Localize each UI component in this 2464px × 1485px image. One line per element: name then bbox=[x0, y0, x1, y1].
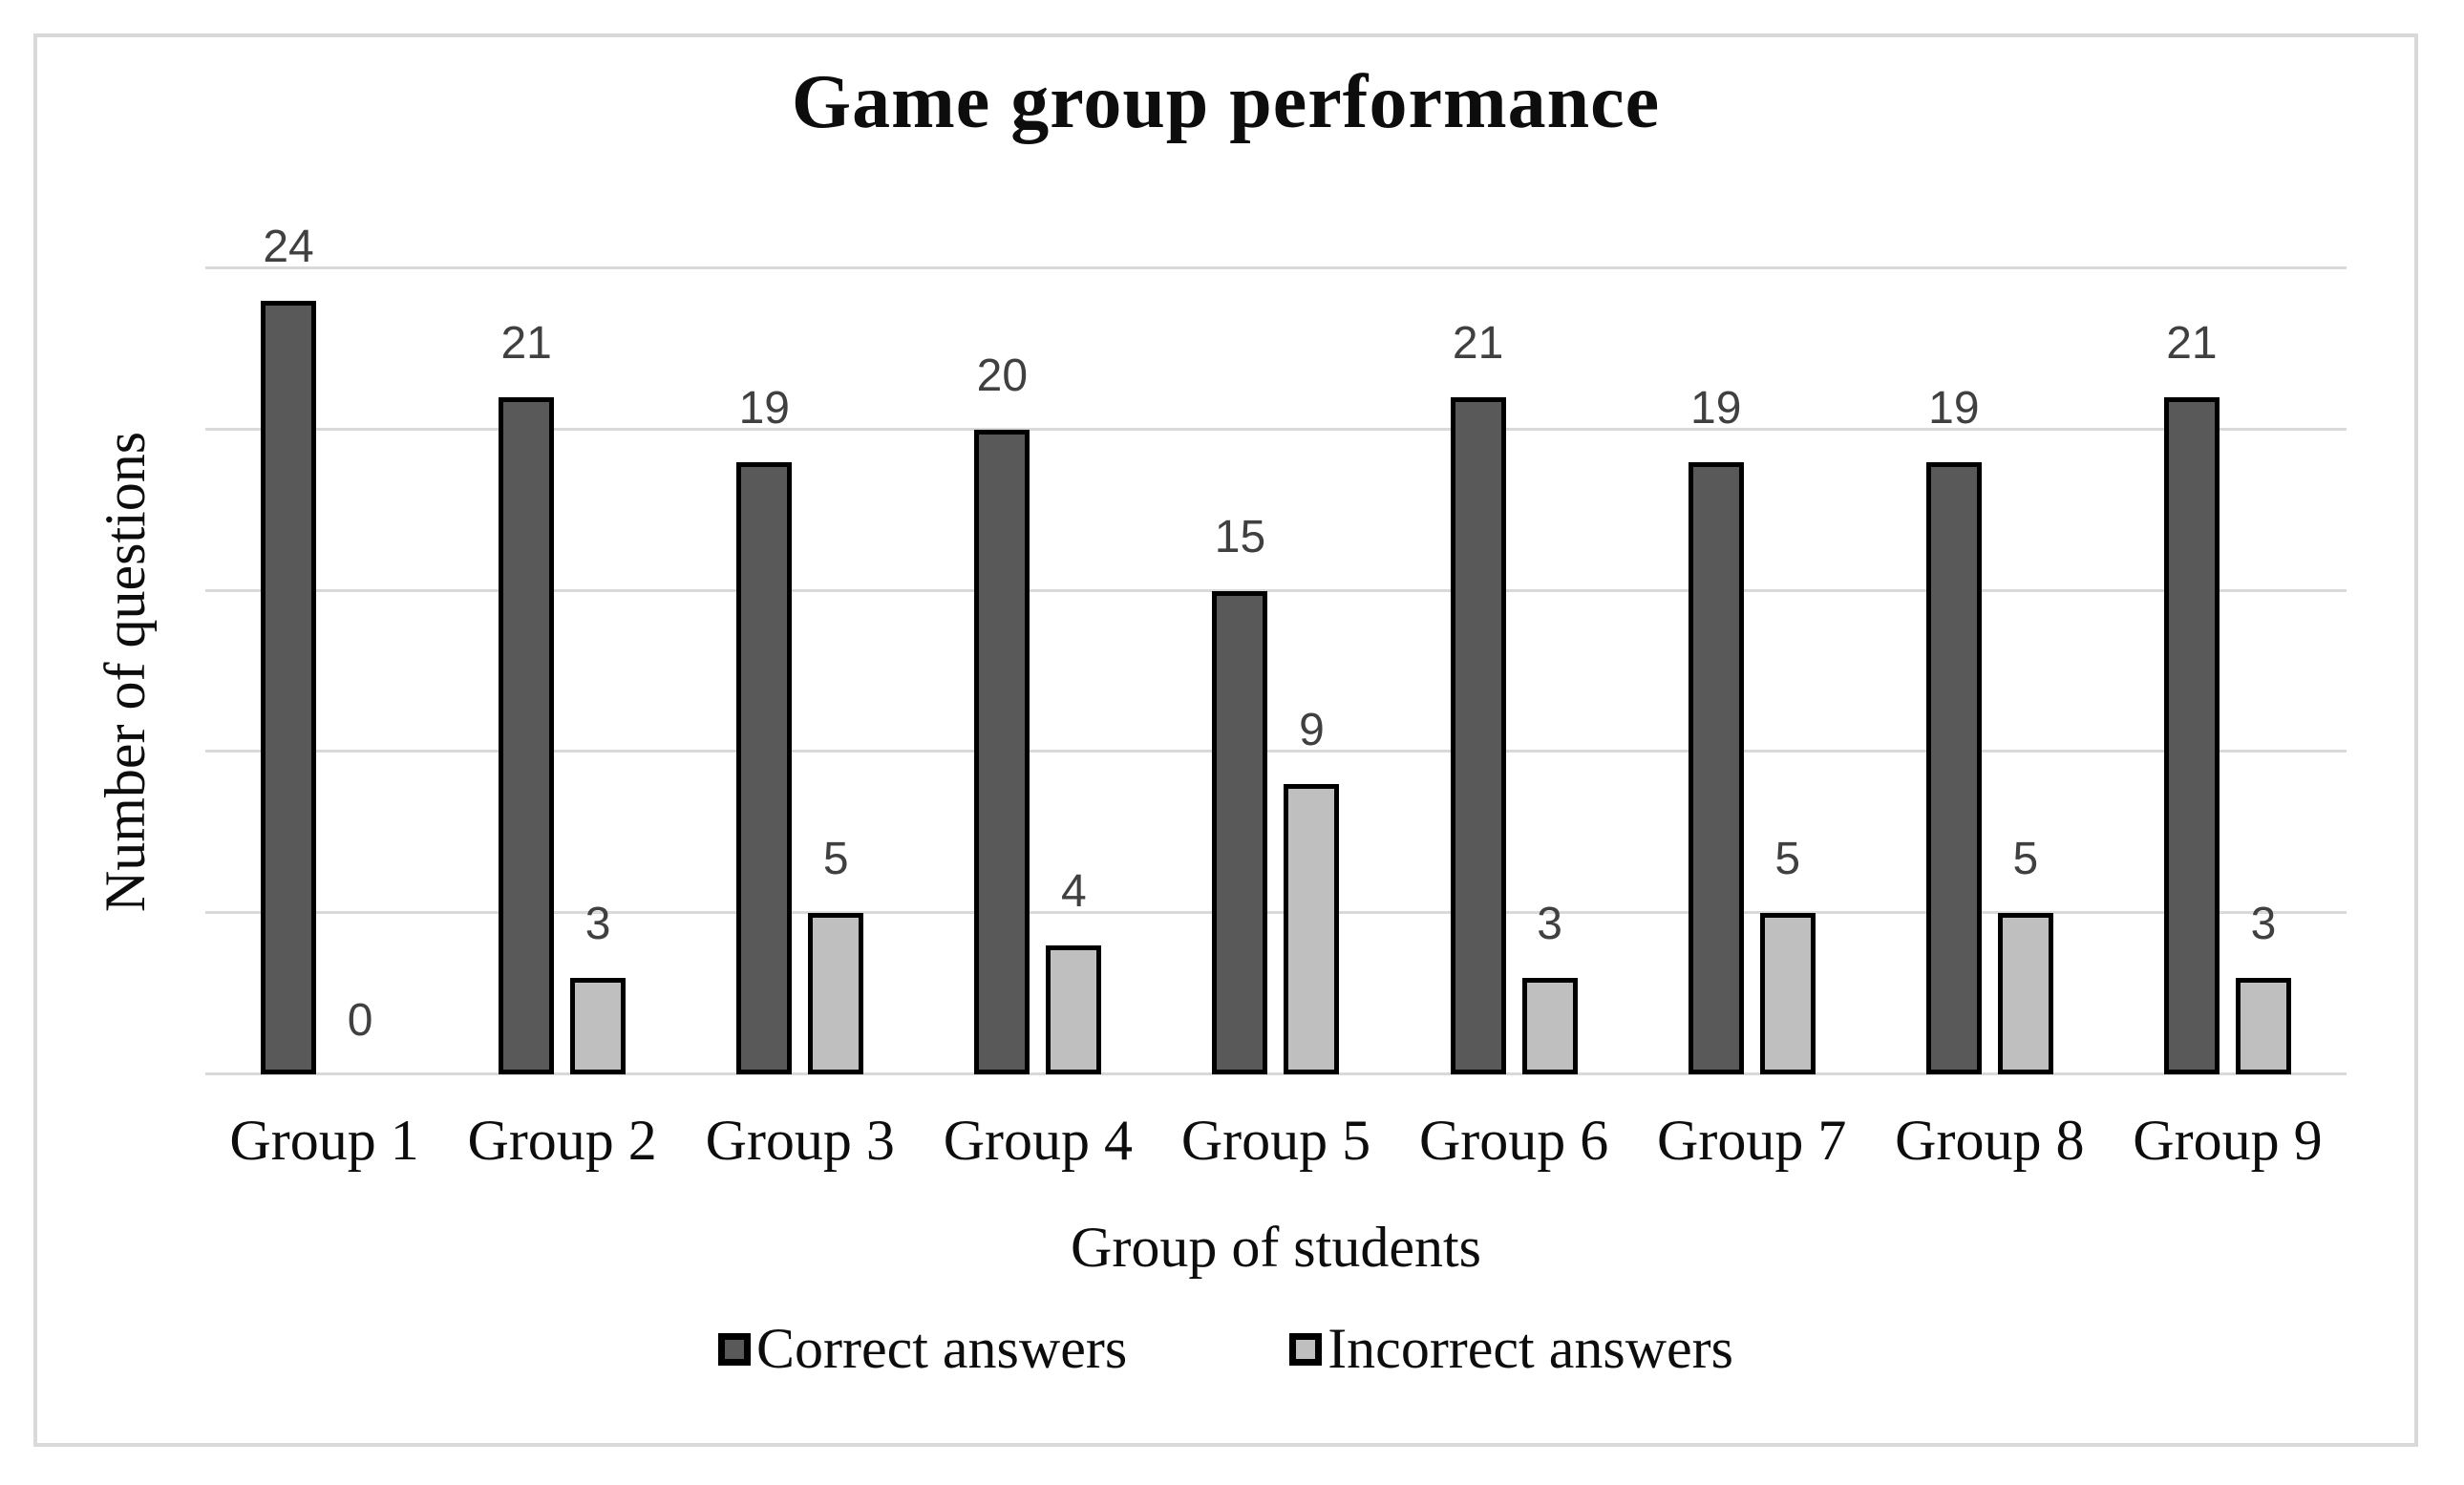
category-label-5: Group 5 bbox=[1180, 1109, 1371, 1172]
data-label-correct-group-7: 19 bbox=[1690, 383, 1742, 434]
bar-slot-correct-group-7: 19 bbox=[1688, 268, 1744, 1074]
bar-group-9: 21 3 bbox=[2109, 268, 2347, 1074]
gridline-y-25 bbox=[205, 266, 2347, 269]
legend-swatch-icon bbox=[1289, 1332, 1323, 1366]
bar-slot-incorrect-group-8: 5 bbox=[1997, 268, 2053, 1074]
legend-label: Correct answers bbox=[756, 1317, 1128, 1380]
bar-correct-group-3 bbox=[736, 462, 793, 1074]
bar-slot-incorrect-group-3: 5 bbox=[808, 268, 864, 1074]
legend-label: Incorrect answers bbox=[1328, 1317, 1733, 1380]
bar-incorrect-group-7 bbox=[1759, 913, 1816, 1074]
data-label-incorrect-group-8: 5 bbox=[2012, 834, 2039, 884]
bar-group-1: 24 0 bbox=[205, 224, 443, 1074]
bar-slot-incorrect-group-5: 9 bbox=[1284, 268, 1340, 1074]
bar-slot-correct-group-6: 21 bbox=[1450, 268, 1506, 1074]
bar-group-7: 19 5 bbox=[1633, 268, 1871, 1074]
category-label-2: Group 2 bbox=[467, 1109, 657, 1172]
bar-slot-incorrect-group-7: 5 bbox=[1759, 268, 1816, 1074]
bar-slot-incorrect-group-4: 4 bbox=[1046, 268, 1102, 1074]
bar-correct-group-2 bbox=[499, 397, 555, 1074]
x-axis-category-labels: Group 1 Group 2 Group 3 Group 4 Group 5 Group… bbox=[205, 1108, 2347, 1174]
bar-incorrect-group-3 bbox=[808, 913, 864, 1074]
data-label-correct-group-3: 19 bbox=[738, 383, 790, 434]
bar-slot-correct-group-5: 15 bbox=[1212, 268, 1268, 1074]
bar-group-6: 21 3 bbox=[1395, 268, 1633, 1074]
bar-incorrect-group-8 bbox=[1997, 913, 2053, 1074]
data-label-correct-group-9: 21 bbox=[2166, 318, 2218, 369]
data-label-incorrect-group-6: 3 bbox=[1537, 899, 1562, 949]
gridline-y-0 bbox=[205, 1072, 2347, 1075]
bar-slot-incorrect-group-6: 3 bbox=[1521, 268, 1578, 1074]
data-label-correct-group-2: 21 bbox=[500, 318, 552, 369]
bar-correct-group-9 bbox=[2163, 397, 2220, 1074]
data-label-incorrect-group-3: 5 bbox=[822, 834, 849, 884]
bar-incorrect-group-5 bbox=[1284, 784, 1340, 1074]
legend-item-correct: Correct answers bbox=[718, 1316, 1127, 1382]
legend-swatch-icon bbox=[718, 1332, 752, 1366]
bar-group-5: 15 9 bbox=[1157, 268, 1394, 1074]
bars-layer: 24 0 21 3 19 5 20 4 15 9 21 3 19 5 19 5 21 3 bbox=[205, 224, 2347, 1074]
bar-slot-correct-group-9: 21 bbox=[2163, 268, 2220, 1074]
bar-slot-correct-group-3: 19 bbox=[736, 268, 793, 1074]
category-label-3: Group 3 bbox=[705, 1109, 895, 1172]
data-label-correct-group-1: 24 bbox=[263, 222, 314, 272]
category-label-6: Group 6 bbox=[1418, 1109, 1609, 1172]
bar-slot-incorrect-group-9: 3 bbox=[2235, 268, 2291, 1074]
y-axis-title: Number of questions bbox=[88, 268, 164, 1074]
bar-group-8: 19 5 bbox=[1871, 268, 2109, 1074]
data-label-incorrect-group-1: 0 bbox=[347, 995, 373, 1046]
data-label-correct-group-4: 20 bbox=[976, 350, 1029, 401]
gridline-y-20 bbox=[205, 428, 2347, 431]
bar-correct-group-6 bbox=[1450, 397, 1506, 1074]
bar-group-4: 20 4 bbox=[919, 268, 1157, 1074]
category-label-4: Group 4 bbox=[943, 1109, 1134, 1172]
legend-item-incorrect: Incorrect answers bbox=[1289, 1316, 1733, 1382]
data-label-correct-group-8: 19 bbox=[1928, 383, 1980, 434]
bar-incorrect-group-2 bbox=[570, 978, 627, 1074]
bar-correct-group-7 bbox=[1688, 462, 1744, 1074]
gridline-y-5 bbox=[205, 911, 2347, 914]
data-label-incorrect-group-5: 9 bbox=[1299, 705, 1325, 755]
category-label-7: Group 7 bbox=[1657, 1109, 1847, 1172]
category-label-1: Group 1 bbox=[229, 1109, 419, 1172]
bar-slot-incorrect-group-2: 3 bbox=[570, 268, 627, 1074]
data-label-incorrect-group-4: 4 bbox=[1061, 866, 1087, 917]
data-label-incorrect-group-2: 3 bbox=[584, 899, 611, 949]
legend: Correct answers Incorrect answers bbox=[33, 1316, 2418, 1382]
bar-slot-correct-group-1: 24 bbox=[261, 224, 317, 1074]
y-axis-title-text: Number of questions bbox=[94, 431, 158, 912]
bar-incorrect-group-6 bbox=[1521, 978, 1578, 1074]
bar-incorrect-group-9 bbox=[2235, 978, 2291, 1074]
bar-slot-incorrect-group-1: 0 bbox=[332, 268, 388, 1074]
bar-group-2: 21 3 bbox=[443, 268, 681, 1074]
bar-correct-group-4 bbox=[974, 430, 1030, 1074]
data-label-correct-group-6: 21 bbox=[1452, 318, 1504, 369]
bar-slot-correct-group-4: 20 bbox=[974, 268, 1030, 1074]
bar-group-3: 19 5 bbox=[681, 268, 919, 1074]
chart-title: Game group performance bbox=[791, 60, 1661, 144]
gridline-y-15 bbox=[205, 589, 2347, 592]
data-label-incorrect-group-9: 3 bbox=[2250, 899, 2277, 949]
bar-incorrect-group-4 bbox=[1046, 945, 1102, 1074]
bar-slot-correct-group-8: 19 bbox=[1925, 268, 1982, 1074]
category-label-8: Group 8 bbox=[1895, 1109, 2085, 1172]
x-axis-title: Group of students bbox=[1071, 1216, 1481, 1279]
bar-correct-group-1 bbox=[261, 301, 317, 1074]
data-label-correct-group-5: 15 bbox=[1214, 512, 1266, 562]
data-label-incorrect-group-7: 5 bbox=[1774, 834, 1801, 884]
bar-correct-group-5 bbox=[1212, 591, 1268, 1074]
bar-correct-group-8 bbox=[1925, 462, 1982, 1074]
bar-slot-correct-group-2: 21 bbox=[499, 268, 555, 1074]
gridline-y-10 bbox=[205, 750, 2347, 753]
plot-area: 24 0 21 3 19 5 20 4 15 9 21 3 19 5 19 5 21 3 bbox=[205, 224, 2347, 1075]
category-label-9: Group 9 bbox=[2133, 1109, 2323, 1172]
